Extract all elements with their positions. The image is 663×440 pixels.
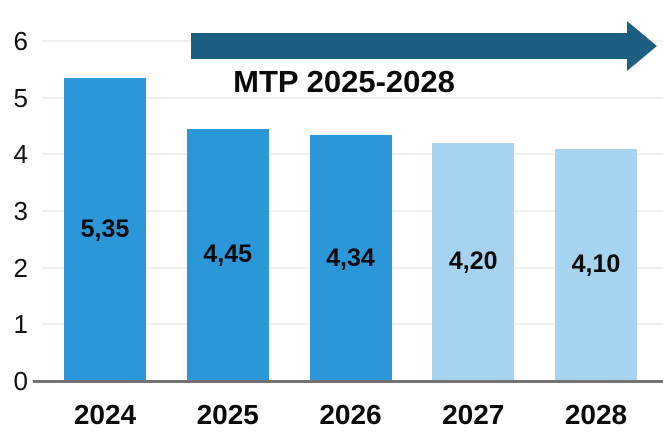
mtp-period-label: MTP 2025-2028 bbox=[233, 64, 455, 99]
bar-2027: 4,20 bbox=[432, 142, 515, 381]
bar-value-label-2024: 5,35 bbox=[80, 214, 130, 243]
mtp-arrow-body bbox=[191, 33, 627, 59]
y-tick-label-0: 0 bbox=[13, 366, 28, 396]
bar-2026: 4,34 bbox=[309, 135, 392, 381]
y-tick-label-6: 6 bbox=[13, 25, 28, 56]
bar-value-label-2025: 4,45 bbox=[203, 240, 253, 269]
x-category-label-2025: 2025 bbox=[196, 399, 259, 430]
x-category-label-2028: 2028 bbox=[564, 399, 628, 430]
x-category-label-2024: 2024 bbox=[73, 399, 137, 430]
bar-value-label-2028: 4,10 bbox=[571, 250, 621, 279]
bar-value-label-2026: 4,34 bbox=[326, 243, 375, 272]
bar-2024: 5,35 bbox=[64, 77, 146, 381]
gridline-y-5 bbox=[42, 96, 663, 99]
bar-2028: 4,10 bbox=[555, 148, 637, 381]
y-tick-label-2: 2 bbox=[13, 252, 28, 283]
y-tick-label-5: 5 bbox=[13, 82, 28, 113]
y-tick-label-4: 4 bbox=[13, 139, 28, 170]
y-tick-label-3: 3 bbox=[13, 195, 28, 226]
bar-value-label-2027: 4,20 bbox=[448, 247, 498, 276]
mtp-arrow-head-icon bbox=[627, 21, 657, 71]
x-axis-line bbox=[33, 380, 663, 383]
bar-2025: 4,45 bbox=[186, 128, 269, 381]
y-tick-label-1: 1 bbox=[13, 309, 28, 340]
x-category-label-2027: 2027 bbox=[442, 399, 505, 430]
x-category-label-2026: 2026 bbox=[319, 399, 382, 430]
